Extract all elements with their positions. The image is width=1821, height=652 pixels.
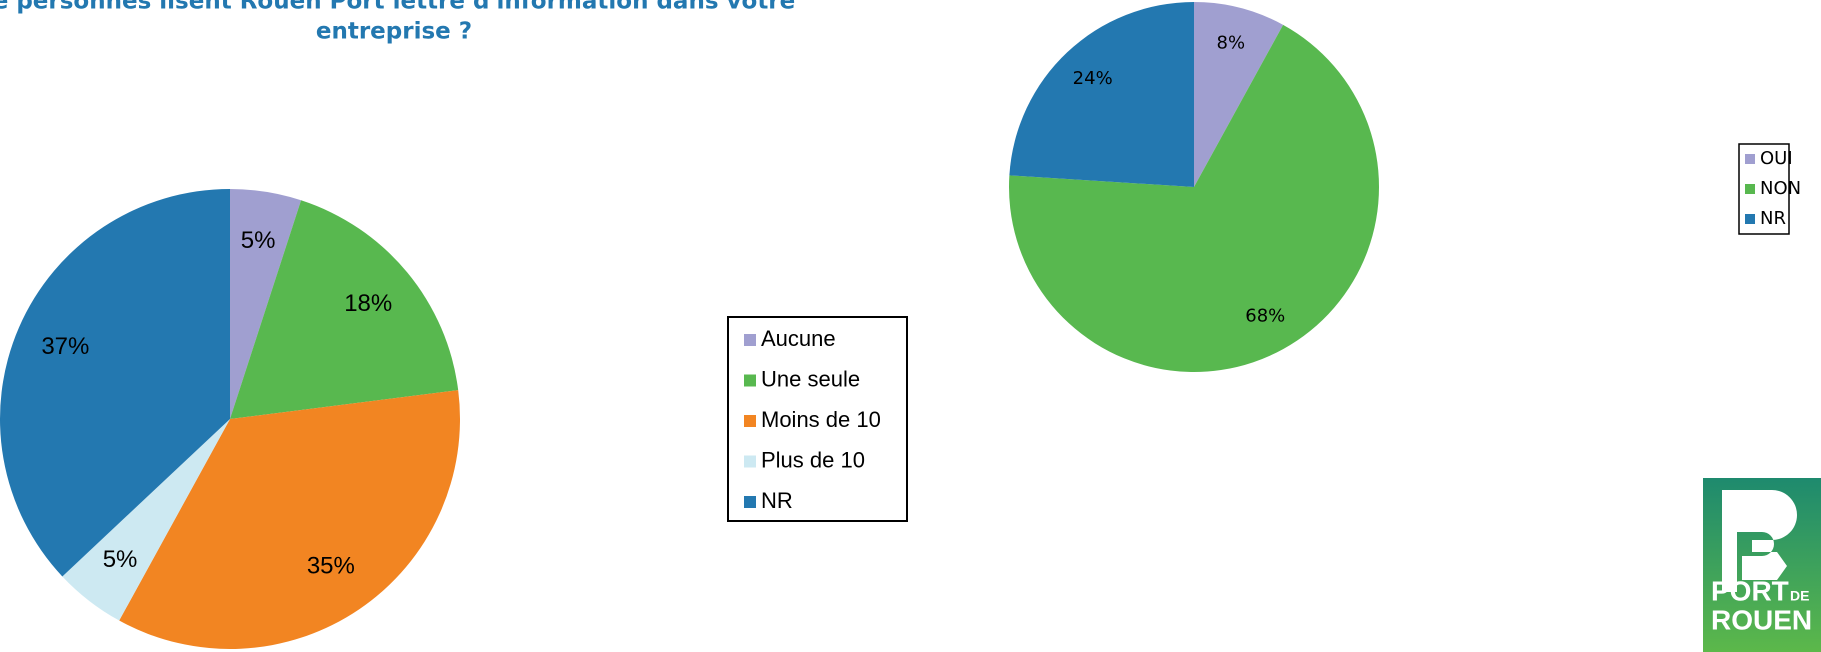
data-label: 18%: [344, 290, 392, 317]
legend-label: Aucune: [761, 326, 836, 351]
logo-mark: [1722, 490, 1797, 592]
legend-swatch: [744, 415, 756, 427]
pie-slice: [119, 390, 460, 649]
data-label: 5%: [103, 546, 138, 573]
data-label: 24%: [1073, 68, 1113, 89]
logo-text: PORT: [1711, 575, 1789, 606]
pie-slice: [62, 419, 230, 621]
legend-label: OUI: [1760, 148, 1793, 169]
legend-label: Une seule: [761, 366, 860, 391]
pie-slice: [1194, 2, 1284, 187]
pie-slice: [0, 189, 231, 577]
legend-swatch: [744, 496, 756, 508]
data-label: 5%: [241, 227, 276, 254]
data-label: 35%: [307, 553, 355, 580]
logo-text: ROUEN: [1711, 604, 1812, 635]
chart-title: entreprise ?: [316, 19, 472, 45]
pie-slice: [230, 189, 302, 419]
legend-label: NR: [761, 488, 793, 513]
legend-swatch: [744, 374, 756, 387]
legend-swatch: [744, 334, 756, 346]
data-label: 37%: [41, 333, 89, 360]
legend-label: NR: [1760, 208, 1786, 229]
legend-label: Moins de 10: [761, 407, 881, 432]
legend-box: [727, 316, 908, 522]
pie-slice: [1009, 24, 1379, 372]
logo: PORT DE ROUEN: [1703, 478, 1821, 652]
legend-label: NON: [1760, 178, 1801, 199]
data-label: 8%: [1217, 33, 1246, 54]
pie-slice: [1009, 2, 1194, 187]
chart-title: e personnes lisent Rouen Port lettre d'i…: [0, 0, 795, 15]
legend-label: Plus de 10: [761, 447, 865, 472]
legend-swatch: [1745, 214, 1755, 224]
logo-text: DE: [1790, 588, 1809, 604]
legend-swatch: [1745, 154, 1755, 164]
pie-slice: [230, 200, 459, 419]
data-label: 68%: [1245, 306, 1285, 327]
legend-swatch: [1745, 184, 1755, 194]
legend-swatch: [744, 455, 756, 468]
